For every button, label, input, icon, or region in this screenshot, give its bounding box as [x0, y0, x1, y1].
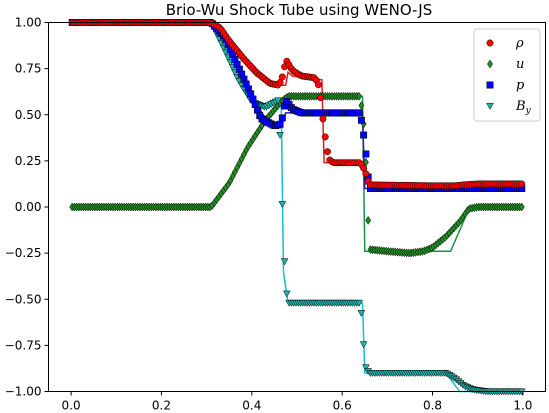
- series-line-p: [71, 21, 523, 190]
- data-point-p: [276, 120, 284, 128]
- data-point-By: [357, 310, 366, 318]
- data-point-By: [280, 258, 289, 266]
- x-tick-label: 0.8: [423, 399, 442, 413]
- axes-layer: 0.0 0.2 0.4 0.6 0.8 1.0 1.00 0.75 0.50 0.25 0.00 −0…: [5, 16, 533, 413]
- y-tick-label: −1.00: [5, 385, 42, 399]
- data-point-rho: [317, 94, 325, 102]
- series-markers-u: [69, 91, 525, 258]
- data-point-rho: [321, 133, 329, 141]
- y-tick-label: −0.25: [5, 246, 42, 260]
- data-point-rho: [324, 148, 331, 156]
- series-markers-rho: [68, 19, 526, 190]
- data-point-By: [355, 299, 363, 307]
- data-point-p: [355, 109, 363, 117]
- data-point-By: [276, 131, 284, 139]
- data-point-By: [362, 364, 370, 372]
- data-point-rho: [315, 81, 322, 89]
- data-point-u: [518, 202, 525, 212]
- y-tick-label: 0.75: [15, 62, 42, 76]
- data-point-By: [359, 341, 368, 349]
- y-tick-label: 0.25: [15, 154, 42, 168]
- y-tick-label: 1.00: [15, 16, 42, 30]
- chart-title: Brio-Wu Shock Tube using WENO-JS: [166, 1, 433, 19]
- data-point-rho: [319, 115, 327, 123]
- data-point-p: [362, 150, 370, 158]
- series-markers-p: [68, 19, 526, 193]
- legend-box: [473, 28, 541, 122]
- data-point-u: [365, 215, 372, 225]
- legend-marker-rho: [486, 39, 494, 47]
- y-tick-label: 0.00: [15, 200, 42, 214]
- series-line-rho: [71, 21, 523, 185]
- legend-label-u: u: [516, 57, 524, 72]
- x-tick-label: 0.2: [152, 399, 171, 413]
- data-point-rho: [278, 73, 286, 81]
- x-tick-label: 0.0: [62, 399, 81, 413]
- data-point-p: [357, 116, 365, 124]
- data-point-rho: [518, 180, 526, 188]
- data-point-p: [360, 131, 368, 139]
- y-tick-label: −0.50: [5, 292, 42, 306]
- data-point-u: [356, 91, 363, 101]
- data-point-By: [273, 97, 282, 105]
- legend-marker-By: [486, 102, 494, 110]
- data-point-By: [283, 290, 291, 298]
- data-point-By: [278, 201, 287, 209]
- data-point-rho: [362, 170, 370, 178]
- y-tick-label: 0.50: [15, 108, 42, 122]
- y-tick-label: −0.75: [5, 338, 42, 352]
- markers-layer: [68, 19, 526, 396]
- x-tick-label: 0.4: [242, 399, 261, 413]
- x-tick-label: 0.6: [333, 399, 352, 413]
- legend-marker-u: [487, 59, 493, 69]
- data-point-p: [278, 114, 286, 122]
- x-tick-label: 1.0: [513, 399, 532, 413]
- legend-label-rho: ρ: [515, 36, 524, 51]
- legend-marker-p: [486, 81, 494, 89]
- legend-label-p: p: [516, 78, 525, 93]
